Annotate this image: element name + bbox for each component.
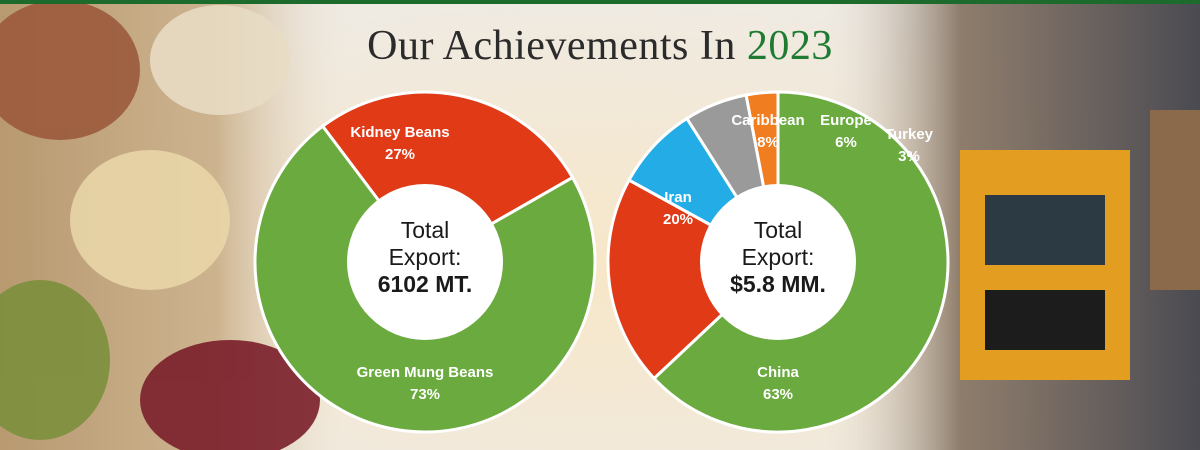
slice-label-name: China bbox=[757, 364, 799, 381]
slice-label-value: 63% bbox=[763, 386, 793, 403]
center-text-line: Export: bbox=[742, 244, 815, 270]
slice-label-name: Turkey bbox=[885, 126, 934, 143]
slice-label-name: Europe bbox=[820, 112, 872, 129]
slice-iran bbox=[606, 178, 781, 381]
slice-label-value: 27% bbox=[385, 146, 415, 163]
slice-label-value: 6% bbox=[835, 134, 857, 151]
slice-label-name: Kidney Beans bbox=[350, 124, 449, 141]
center-text-line: Total bbox=[401, 217, 450, 243]
slice-label-value: 73% bbox=[410, 386, 440, 403]
title-year: 2023 bbox=[746, 23, 833, 69]
slice-label-value: 3% bbox=[898, 148, 920, 165]
center-text-line: 6102 MT. bbox=[378, 271, 473, 297]
donut-center bbox=[347, 184, 503, 340]
truck-illustration bbox=[960, 110, 1200, 380]
slice-label-value: 20% bbox=[663, 211, 693, 228]
center-text-line: $5.8 MM. bbox=[730, 271, 826, 297]
slice-label-name: Green Mung Beans bbox=[357, 364, 494, 381]
slice-kidney-beans bbox=[320, 90, 575, 264]
slice-label-name: Iran bbox=[664, 189, 692, 206]
center-text-line: Total bbox=[754, 217, 803, 243]
top-accent-bar bbox=[0, 0, 1200, 4]
slice-label-value: 8% bbox=[757, 134, 779, 151]
center-text-line: Export: bbox=[389, 244, 462, 270]
donut-center bbox=[700, 184, 856, 340]
title-text: Our Achievements In bbox=[367, 23, 736, 69]
bean-sacks-illustration bbox=[0, 0, 320, 450]
page-title: Our Achievements In 2023 bbox=[0, 22, 1200, 70]
slice-label-name: Caribbean bbox=[731, 112, 804, 129]
